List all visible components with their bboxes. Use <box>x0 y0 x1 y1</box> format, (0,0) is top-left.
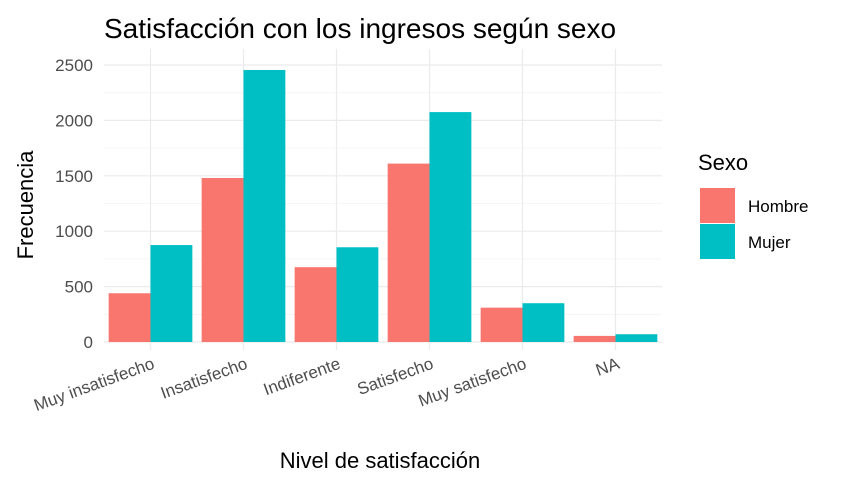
x-tick-label: Muy satisfecho <box>416 354 529 411</box>
bar-hombre-4 <box>480 307 523 342</box>
bar-hombre-2 <box>294 267 337 342</box>
y-axis-title: Frecuencia <box>13 150 38 260</box>
bar-mujer-2 <box>336 247 379 342</box>
bar-mujer-4 <box>522 303 565 342</box>
bar-mujer-5 <box>615 334 658 342</box>
y-tick-label: 500 <box>65 278 93 297</box>
legend-label-hombre: Hombre <box>748 197 808 216</box>
bar-mujer-1 <box>243 69 286 343</box>
bar-hombre-3 <box>387 163 430 342</box>
bar-hombre-1 <box>201 178 244 342</box>
bars <box>108 69 658 343</box>
x-tick-label: Muy insatisfecho <box>31 354 156 415</box>
x-tick-label: Indiferente <box>261 354 343 399</box>
legend: Sexo Hombre Mujer <box>698 150 808 259</box>
legend-label-mujer: Mujer <box>748 233 791 252</box>
bar-hombre-5 <box>573 335 616 342</box>
x-tick-label: Insatisfecho <box>158 354 250 403</box>
bar-mujer-3 <box>429 112 472 342</box>
x-axis-ticks: Muy insatisfecho Insatisfecho Indiferente S… <box>31 354 622 415</box>
legend-title: Sexo <box>698 150 748 175</box>
y-tick-label: 1000 <box>55 222 93 241</box>
bar-hombre-0 <box>108 293 151 342</box>
legend-key-mujer <box>700 224 735 259</box>
y-axis-ticks: 0 500 1000 1500 2000 2500 <box>55 56 93 352</box>
legend-key-hombre <box>700 188 735 223</box>
y-tick-label: 1500 <box>55 167 93 186</box>
y-tick-label: 0 <box>84 333 93 352</box>
bar-mujer-0 <box>150 245 193 342</box>
chart-title: Satisfacción con los ingresos según sexo <box>104 13 616 44</box>
x-tick-label: NA <box>593 354 622 380</box>
x-axis-title: Nivel de satisfacción <box>280 448 481 473</box>
y-tick-label: 2500 <box>55 56 93 75</box>
y-tick-label: 2000 <box>55 111 93 130</box>
